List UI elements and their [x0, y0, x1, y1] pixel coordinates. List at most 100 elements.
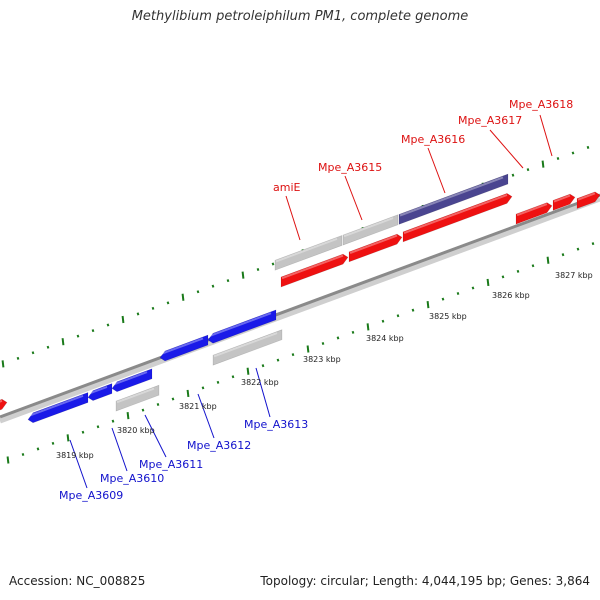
gene-blue-upper — [207, 309, 277, 344]
tick-mark-lower — [276, 358, 280, 362]
gene-label-mpe-a3610[interactable]: Mpe_A3610 — [100, 472, 164, 485]
tick-mark-lower — [261, 364, 265, 368]
gene-label-lines — [69, 114, 553, 489]
leader-mpe-a3613 — [255, 367, 271, 418]
tick-mark-upper — [241, 271, 245, 279]
gene-grey-lower-bevel — [116, 387, 155, 404]
leader-amie — [285, 195, 301, 241]
gene-label-mpe-a3616[interactable]: Mpe_A3616 — [401, 133, 465, 146]
backbone-shadow — [0, 196, 600, 424]
gene-mpe-a3612-bevel — [160, 337, 204, 355]
tick-mark-lower — [546, 256, 550, 264]
tick-mark-lower — [531, 264, 535, 268]
gene-mpe-a3618-bevel — [553, 194, 571, 203]
tick-mark-lower — [81, 430, 85, 434]
tick-mark-lower — [396, 314, 400, 318]
tick-mark-upper — [136, 312, 140, 316]
gene-mpe-a3609-bevel — [28, 394, 84, 417]
tick-mark-upper — [181, 293, 185, 301]
gene-mpe-a3615-bevel — [343, 217, 394, 238]
tick-mark-lower — [381, 319, 385, 323]
tick-mark-lower — [186, 389, 190, 398]
tick-mark-upper — [586, 145, 590, 149]
tick-mark-lower — [96, 425, 100, 429]
tick-mark-lower — [411, 308, 415, 312]
tick-mark-upper — [121, 315, 125, 324]
gene-forward-inner-3-bevel — [403, 193, 508, 234]
tick-mark-lower — [486, 278, 490, 287]
gene-mpe-a3611 — [111, 368, 153, 393]
tick-mark-lower — [306, 345, 310, 353]
tick-mark-lower — [51, 441, 55, 445]
gene-right-edge — [576, 191, 600, 209]
tick-mark-lower — [291, 353, 295, 357]
gene-label-mpe-a3618[interactable]: Mpe_A3618 — [509, 98, 573, 111]
leader-mpe-a3609 — [69, 439, 88, 489]
tick-mark-upper — [16, 356, 20, 360]
gene-label-amie[interactable]: amiE — [273, 181, 301, 194]
gene-mpe-a3616-bevel — [399, 176, 504, 217]
tick-mark-upper — [511, 173, 515, 177]
tick-mark-lower — [501, 275, 505, 279]
gene-forward-inner-1 — [280, 253, 349, 288]
scale-label-3827: 3827 kbp — [555, 271, 593, 280]
tick-mark-lower — [201, 386, 205, 390]
tick-mark-upper — [106, 323, 110, 327]
tick-mark-lower — [36, 447, 40, 451]
tick-mark-upper — [211, 284, 215, 288]
genome-stats-text: Topology: circular; Length: 4,044,195 bp… — [260, 574, 590, 588]
gene-label-mpe-a3609[interactable]: Mpe_A3609 — [59, 489, 123, 502]
scale-label-3821: 3821 kbp — [179, 402, 217, 411]
scale-label-3819: 3819 kbp — [56, 451, 94, 460]
scale-label-3822: 3822 kbp — [241, 378, 279, 387]
tick-mark-lower — [6, 456, 10, 464]
leader-mpe-a3617 — [489, 129, 524, 169]
leader-mpe-a3611 — [144, 414, 167, 458]
gene-amie — [274, 235, 343, 271]
scale-label-3825: 3825 kbp — [429, 312, 467, 321]
tick-mark-lower — [441, 297, 445, 301]
gene-label-mpe-a3612[interactable]: Mpe_A3612 — [187, 439, 251, 452]
gene-blue-upper-bevel — [208, 312, 272, 338]
tick-mark-lower — [516, 269, 520, 273]
gene-labels-reverse: Mpe_A3609 Mpe_A3610 Mpe_A3611 Mpe_A3612 … — [59, 418, 308, 502]
gene-labels-forward: amiE Mpe_A3615 Mpe_A3616 Mpe_A3617 Mpe_A… — [273, 98, 573, 194]
tick-mark-upper — [541, 160, 545, 168]
gene-mpe-a3613 — [212, 329, 283, 366]
gene-label-mpe-a3611[interactable]: Mpe_A3611 — [139, 458, 203, 471]
tick-mark-lower — [156, 403, 160, 407]
leader-mpe-a3618 — [539, 114, 553, 157]
scale-label-3823: 3823 kbp — [303, 355, 341, 364]
gene-mpe-a3611-bevel — [112, 371, 148, 386]
tick-mark-upper — [46, 345, 50, 349]
tick-mark-upper — [556, 157, 560, 161]
tick-mark-lower — [576, 247, 580, 251]
gene-label-mpe-a3615[interactable]: Mpe_A3615 — [318, 161, 382, 174]
backbone-line — [0, 193, 600, 419]
gene-label-mpe-a3617[interactable]: Mpe_A3617 — [458, 114, 522, 127]
tick-mark-lower — [171, 397, 175, 401]
tick-mark-lower — [351, 330, 355, 334]
leader-mpe-a3610 — [111, 427, 128, 472]
gene-features — [0, 173, 600, 424]
tick-mark-upper — [526, 168, 530, 172]
tick-mark-upper — [151, 306, 155, 310]
tick-track-lower — [6, 242, 595, 464]
leader-mpe-a3615 — [344, 175, 363, 221]
gene-forward-inner-2-bevel — [349, 234, 398, 254]
tick-mark-upper — [91, 329, 95, 333]
gene-label-mpe-a3613[interactable]: Mpe_A3613 — [244, 418, 308, 431]
tick-mark-lower — [471, 286, 475, 290]
leader-mpe-a3612 — [197, 393, 215, 439]
tick-mark-upper — [226, 279, 230, 283]
accession-text: Accession: NC_008825 — [9, 574, 146, 588]
gene-left-edge-bevel — [0, 399, 3, 403]
leader-mpe-a3616 — [427, 147, 446, 194]
gene-forward-inner-1-bevel — [281, 254, 344, 280]
tick-mark-lower — [321, 341, 325, 346]
tick-mark-lower — [366, 323, 370, 331]
tick-mark-upper — [1, 360, 5, 368]
gene-mpe-a3618 — [552, 193, 576, 211]
tick-mark-lower — [246, 367, 250, 375]
